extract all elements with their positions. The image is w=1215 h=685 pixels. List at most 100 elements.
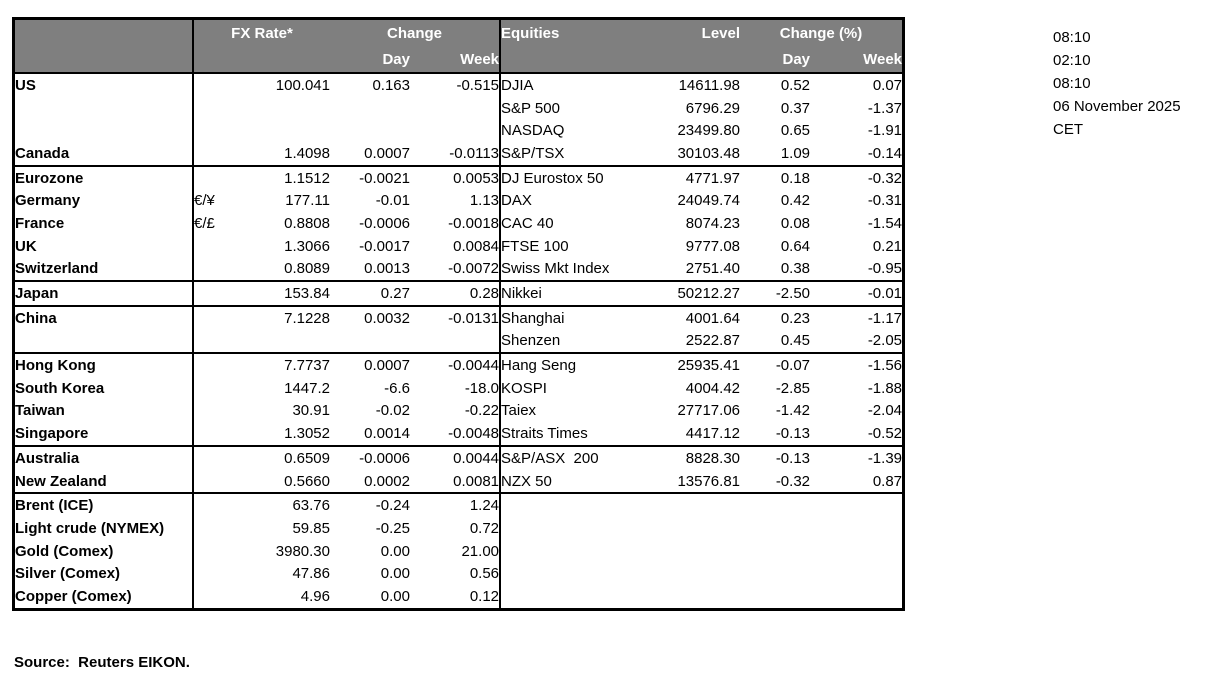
fx-change-day-value: 0.0014 [364,425,410,443]
equity-level-value: 23499.80 [677,122,741,140]
fx-rate-value [241,330,330,354]
equity-change-week-value: -1.91 [867,122,903,140]
fx-country: Australia [15,445,193,470]
footer: Source: Reuters EIKON. * FX Rate for USD… [14,604,781,685]
equity-change-day-value: 0.38 [780,260,811,278]
equity-change-day-value: 1.09 [780,144,811,162]
fx-change-day-value [330,119,410,142]
equity-change-week-value [810,517,902,540]
fx-country: Switzerland [15,260,99,278]
fx-pair-symbol [192,376,241,400]
fx-change-week-value [410,330,500,354]
fx-pair-symbol [192,257,241,282]
fx-country: Copper (Comex) [15,587,132,605]
header-equity-week: Week [810,47,903,74]
equity-level-value [640,517,740,540]
fx-change-week-value: 0.0084 [453,237,500,255]
equity-change-week-value: 0.87 [872,472,903,490]
fx-change-day-value: -0.02 [375,402,410,420]
header-level: Level [640,20,741,47]
fx-change-week-value: -0.0131 [410,304,501,330]
equity-name: Taiex [499,399,641,423]
fx-pair-symbol [192,329,241,354]
fx-country: Japan [15,280,193,306]
timestamp: 08:10 [1053,29,1091,46]
equity-name: Shanghai [499,304,641,330]
equity-change-day-value: -0.13 [775,425,811,443]
equity-name [499,492,641,518]
equity-level-value [640,562,740,585]
fx-change-day-value: 0.163 [372,76,410,94]
table-row: Germany €/¥ 177.11 -0.01 1.13 DAX 24049.74 0.42… [15,189,902,213]
equity-change-week-value: -1.39 [810,445,903,470]
header-row-2: Day Week Day Week [15,47,903,74]
header-fx-day: Day [330,47,410,74]
fx-change-day-value: 0.00 [380,587,410,605]
equity-change-week-value [810,585,902,608]
fx-pair-symbol [192,539,241,563]
equity-name: Straits Times [499,422,641,446]
equity-change-day-value [740,562,810,585]
fx-pair-symbol [192,399,241,423]
fx-rate-value: 1.4098 [284,144,330,162]
equity-change-week-value: 0.21 [872,237,903,255]
timestamp-date: 06 November 2025 [1053,98,1181,115]
equity-name: Nikkei [499,280,641,306]
table-row: France €/£ 0.8808 -0.0006 -0.0018 CAC 40 8074.… [15,212,902,235]
table-body: US 100.041 0.163 -0.515 DJIA 14611.98 0.52 0.07… [15,73,903,608]
fx-change-day-value: -6.6 [384,379,410,397]
fx-pair-symbol: €/£ [192,212,241,235]
fx-rate-value: 1.3052 [284,425,330,443]
equity-level-value: 9777.08 [685,237,741,255]
equity-change-day-value: 0.08 [780,214,811,232]
table-row: UK 1.3066 -0.0017 0.0084 FTSE 100 9777.08 0.64… [15,234,903,258]
fx-rate-value [241,119,330,142]
equity-name: DAX [499,189,641,213]
fx-change-day-value: -0.0017 [359,237,410,255]
equity-change-day-value: -2.85 [775,379,811,397]
equity-change-week-value: -0.95 [867,260,903,278]
equity-change-day-value: -0.13 [740,445,811,470]
fx-rate-value: 177.11 [285,192,330,210]
fx-country: Gold (Comex) [15,542,114,560]
table-row: New Zealand 0.5660 0.0002 0.0081 NZX 50 13576… [15,469,903,494]
equity-change-week-value: -1.54 [867,214,903,232]
equity-change-week-value: -0.32 [810,164,903,190]
header-fx-change: Change [330,20,501,47]
header-empty-cell [15,47,193,74]
timestamp-timezone: CET [1053,121,1083,138]
equity-level-value: 4001.64 [640,304,741,330]
fx-country: Germany [15,192,81,210]
fx-country: UK [15,237,37,255]
equity-change-week-value: -0.01 [810,280,903,306]
fx-change-week-value: 1.13 [469,192,500,210]
fx-rate-value: 3980.30 [275,542,330,560]
table-row: China 7.1228 0.0032 -0.0131 Shanghai 4001.64 0… [15,304,903,330]
fx-pair-symbol [192,142,241,166]
fx-country: Hong Kong [15,352,193,377]
table-header: FX Rate* Change Equities Level Change (%… [15,20,903,74]
table-row: Japan 153.84 0.27 0.28 Nikkei 50212.27 -2.50 -0… [15,280,903,306]
fx-change-week-value: -0.0048 [448,425,500,443]
table-row: Switzerland 0.8089 0.0013 -0.0072 Swiss Mkt … [15,257,903,282]
fx-change-day-value: -0.0006 [330,445,410,470]
equity-name [499,585,641,608]
fx-pair-symbol [192,517,241,540]
equity-level-value: 24049.74 [677,192,741,210]
table-row: Australia 0.6509 -0.0006 0.0044 S&P/ASX 200 8… [15,445,903,470]
fx-pair-symbol [192,234,241,258]
equity-level-value [640,492,741,518]
fx-change-week-value [410,97,500,120]
fx-rate-value [241,97,330,120]
equity-level-value: 25935.41 [640,352,741,377]
table-row: S&P 500 6796.29 0.37 -1.37 [15,96,903,120]
equity-level-value: 6796.29 [685,99,741,117]
equity-change-week-value: -1.56 [810,352,903,377]
equity-name [499,562,641,586]
equity-change-week-value: -1.37 [867,99,903,117]
equity-change-week-value: -2.04 [867,402,903,420]
equity-change-day-value: -0.32 [775,472,811,490]
equity-name: Swiss Mkt Index [499,257,641,282]
header-fx-rate: FX Rate* [192,20,330,47]
table-row: Brent (ICE) 63.76 -0.24 1.24 [15,492,903,518]
